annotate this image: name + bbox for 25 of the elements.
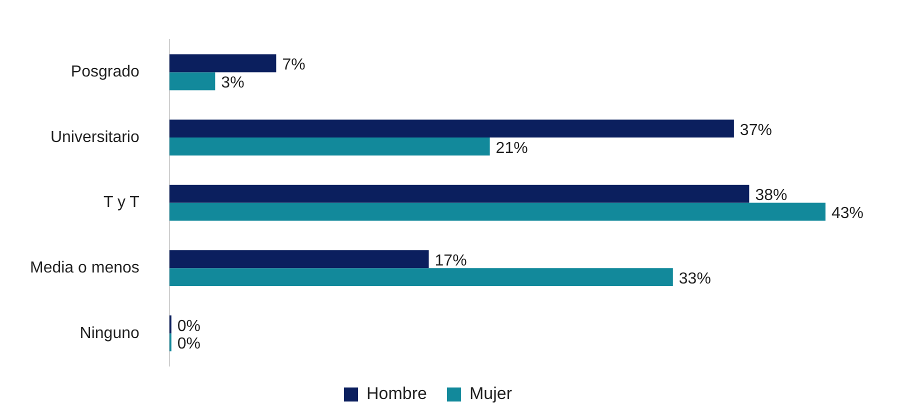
- bar: [169, 54, 276, 72]
- y-tick-label: Posgrado: [70, 64, 140, 81]
- bar: [169, 250, 429, 268]
- legend-label: Hombre: [366, 384, 427, 404]
- data-label: 17%: [434, 252, 467, 270]
- y-tick-label: Media o menos: [30, 259, 140, 276]
- bar: [169, 202, 826, 221]
- bar: [169, 138, 490, 156]
- bar: [169, 120, 734, 138]
- data-label: 0%: [177, 336, 201, 353]
- bar: [169, 72, 216, 90]
- legend-label: Mujer: [469, 384, 512, 404]
- data-label: 43%: [831, 205, 864, 222]
- data-label: 37%: [740, 122, 772, 139]
- data-label: 3%: [221, 74, 244, 92]
- data-label: 0%: [177, 318, 201, 335]
- bar: [169, 268, 673, 286]
- y-tick-label: Universitario: [50, 128, 140, 146]
- data-label: 7%: [282, 56, 306, 74]
- data-label: 38%: [755, 187, 788, 204]
- bar: [169, 184, 750, 203]
- data-label: 33%: [678, 270, 711, 288]
- data-label: 21%: [496, 140, 528, 157]
- y-tick-label: T y T: [104, 194, 140, 212]
- y-tick-label: Ninguno: [80, 324, 140, 342]
